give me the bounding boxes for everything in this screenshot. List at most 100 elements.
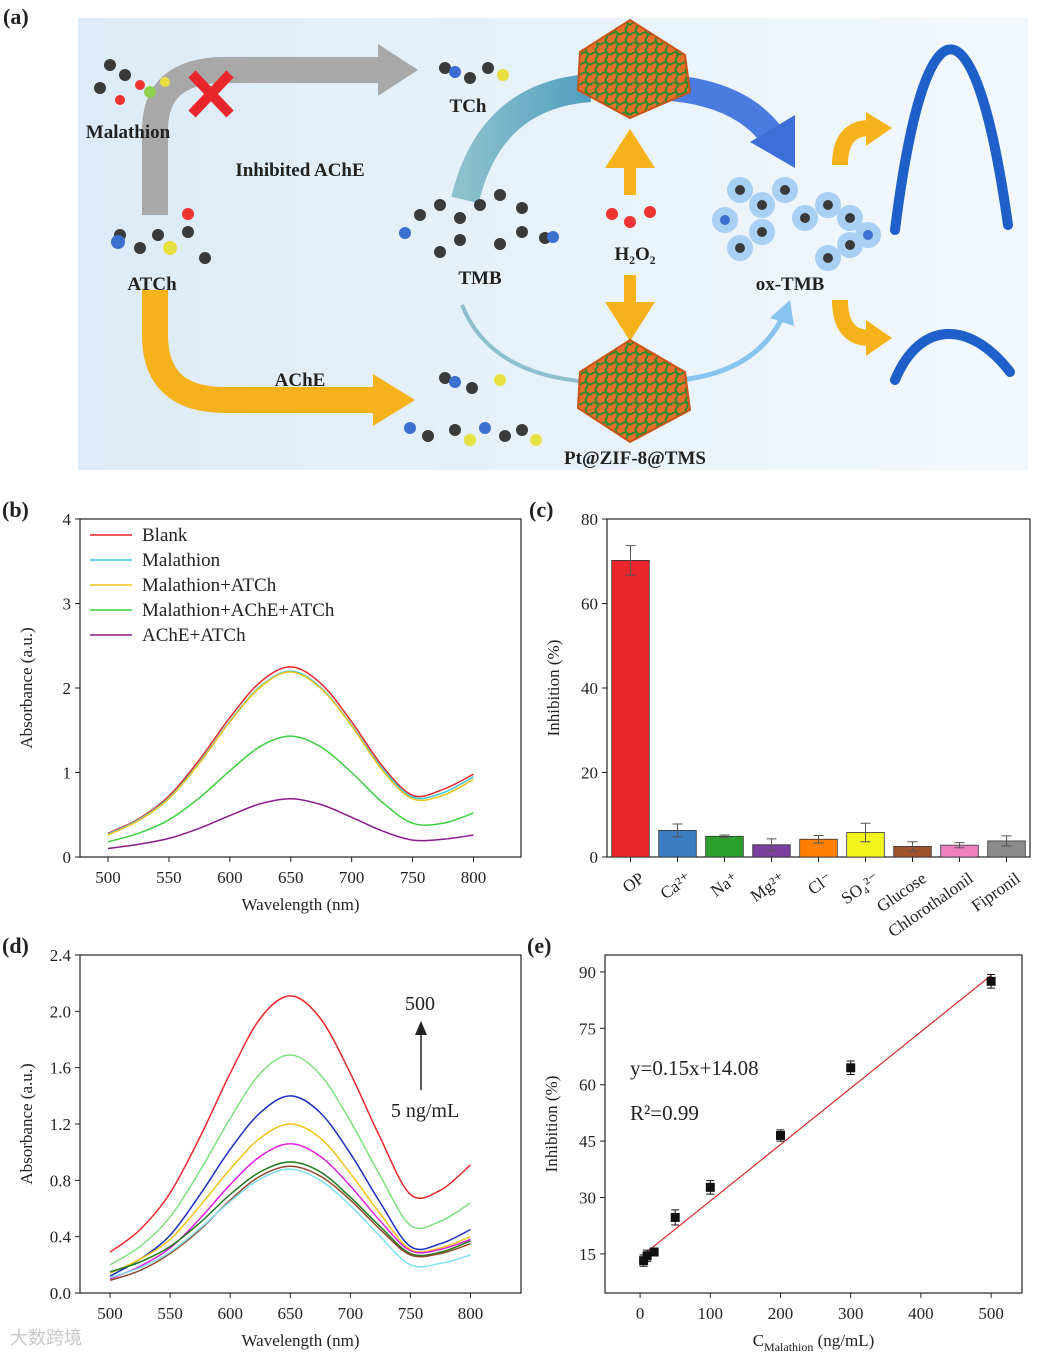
spectrum-line [107,735,474,843]
x-tick-label: Fipronil [968,868,1024,915]
spectrum-line [109,1142,471,1280]
arc [451,74,592,204]
annotation: R²=0.99 [630,1101,699,1125]
y-tick-label: 3 [63,595,72,614]
spectrum-line [109,1165,471,1282]
diagram-label: Pt@ZIF-8@TMS [564,448,706,469]
y-tick-label: 1.2 [50,1115,71,1134]
arrow-head [378,44,418,96]
arrow-head [866,112,892,146]
data-point [642,1251,652,1261]
data-point [639,1256,649,1266]
data-point [986,976,996,986]
y-tick-label: 0.4 [50,1228,72,1247]
arrow [832,120,871,166]
panel-label: (a) [3,4,29,29]
spectrum-line [107,666,474,835]
error-bar [954,842,965,849]
y-tick-label: 4 [63,510,72,529]
x-tick-label: 700 [339,868,365,887]
error-bar [813,834,824,844]
x-tick-label: 500 [97,1304,123,1323]
x-tick-label: 100 [698,1304,724,1323]
x-tick-label: 0 [636,1304,645,1323]
y-tick-label: 20 [581,764,598,783]
y-tick-label: 0.8 [50,1171,71,1190]
spectrum-line [109,1161,471,1273]
arrow [142,57,380,215]
data-point [705,1182,715,1192]
spectrum-line [109,1168,471,1279]
diagram-label: Inhibited AChE [235,160,364,181]
annotation-arrow-head [415,1021,427,1035]
y-tick-label: 75 [579,1019,596,1038]
y-tick-label: 15 [579,1245,596,1264]
data-point [649,1247,659,1257]
y-tick-label: 0 [63,848,72,867]
cross [188,70,234,118]
x-tick-label: 500 [95,868,121,887]
y-tick-label: 45 [579,1132,596,1151]
y-axis-label: Inhibition (%) [544,640,563,737]
x-tick-label: 650 [278,868,304,887]
x-tick-label: 800 [458,1304,484,1323]
y-tick-label: 30 [579,1189,596,1208]
arrow-head [770,300,794,326]
error-bar [625,545,636,576]
diagram-label: TMB [458,268,502,289]
y-tick-label: 0.0 [50,1284,71,1303]
fit-line [643,974,992,1256]
arrow [605,275,655,342]
error-bar [672,823,683,838]
spectrum-line [109,1054,471,1266]
legend-label: Malathion+ATCh [142,575,277,596]
diagram-label: ox-TMB [756,274,825,295]
y-tick-label: 2.0 [50,1002,71,1021]
bar [611,560,650,858]
y-tick-label: 80 [581,510,598,529]
arrow-head [750,115,795,168]
error-bar [719,834,730,839]
plot-frame [604,954,1023,1294]
x-tick-label: Ca²⁺ [657,869,695,903]
peak-curve [890,44,1013,235]
legend-label: Malathion+AChE+ATCh [142,600,335,621]
y-tick-label: 60 [579,1076,596,1095]
x-tick-label: OP [619,869,648,897]
arrow-head [373,374,415,426]
diagram-label: ATCh [127,274,177,295]
x-tick-label: 300 [838,1304,864,1323]
annotation: y=0.15x+14.08 [630,1056,759,1080]
x-tick-label: 600 [217,1304,243,1323]
x-tick-label: 550 [157,1304,183,1323]
x-tick-label: 750 [398,1304,424,1323]
arrow [605,128,655,195]
x-axis-label: Wavelength (nm) [241,895,359,914]
error-bar [907,841,918,852]
x-tick-label: Cl⁻ [804,869,835,899]
spectrum-line [109,1095,471,1277]
arrow [679,316,785,383]
x-tick-label: Na⁺ [707,869,741,901]
y-axis-label: Absorbance (a.u.) [17,1063,36,1184]
x-tick-label: 650 [278,1304,304,1323]
x-label-main: C [753,1331,764,1350]
y-tick-label: 1.6 [50,1059,71,1078]
plot-frame [606,518,1031,858]
x-label-sub: Malathion [764,1340,813,1354]
nanoparticle [576,18,692,120]
diagram-label: H₂O₂ [615,244,656,265]
spectrum-line [109,1123,471,1274]
legend-label: Blank [142,525,188,546]
bar [705,835,744,858]
y-tick-label: 40 [581,679,598,698]
y-axis-label: Inhibition (%) [542,1076,561,1173]
panel-label: (b) [2,497,29,522]
arrow [142,290,375,413]
error-bar [766,838,777,852]
arc [460,304,591,384]
y-tick-label: 0 [590,848,599,867]
spectrum-line [107,670,474,835]
x-axis-label: Wavelength (nm) [241,1331,359,1350]
